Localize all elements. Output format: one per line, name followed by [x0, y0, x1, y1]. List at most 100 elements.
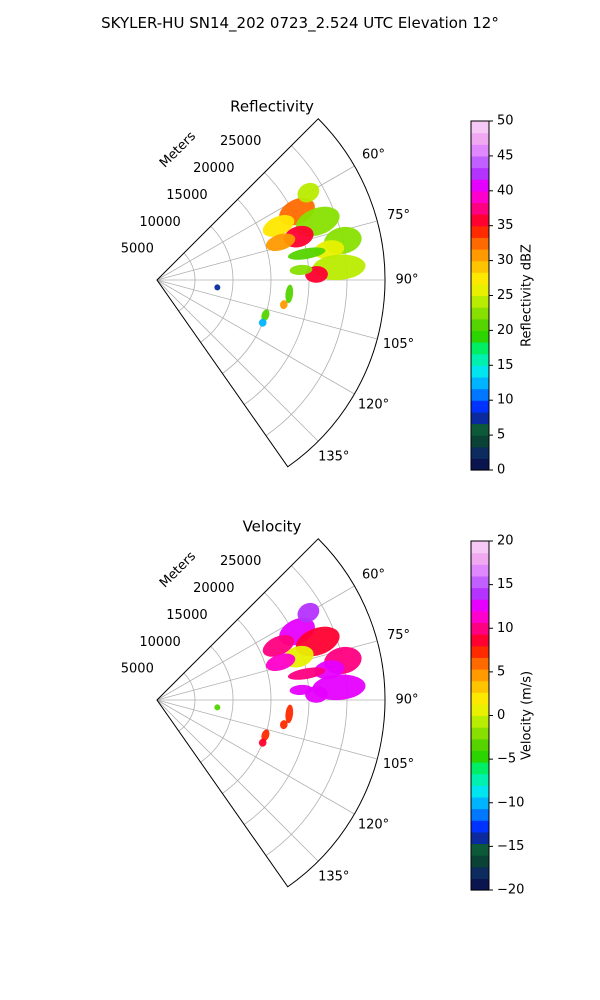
- colorbar-segment: [471, 400, 489, 413]
- colorbar-tick-label: −10: [497, 795, 524, 810]
- colorbar-tick-label: 30: [497, 253, 514, 268]
- theta-tick-label: 135°: [318, 449, 349, 464]
- colorbar-segment: [471, 878, 489, 891]
- colorbar-tick-label: 0: [497, 708, 505, 723]
- radial-gridline: [265, 565, 348, 856]
- radial-gridline: [200, 225, 234, 343]
- echo-cell: [285, 704, 294, 724]
- colorbar-segment: [471, 843, 489, 856]
- colorbar-tick-label: 10: [497, 621, 514, 636]
- colorbar-segment: [471, 727, 489, 740]
- echo-cell: [279, 720, 288, 730]
- radial-gridline: [222, 619, 272, 794]
- echo-cell: [258, 318, 267, 327]
- colorbar-segment: [471, 622, 489, 635]
- colorbar-segment: [471, 214, 489, 227]
- colorbar-segment: [471, 668, 489, 682]
- echo-cell: [261, 309, 270, 322]
- radial-tick-label: 5000: [121, 662, 154, 677]
- radial-tick-label: 20000: [193, 581, 234, 596]
- colorbar-segment: [471, 179, 489, 192]
- echo-cell: [265, 233, 296, 251]
- colorbar-segment: [471, 435, 489, 448]
- angular-gridline: [156, 279, 378, 340]
- angular-gridline: [156, 165, 355, 281]
- echo-cell: [297, 602, 320, 623]
- echo-cell: [258, 738, 267, 747]
- radial-tick-label: 15000: [166, 188, 207, 203]
- sector-outline: [156, 118, 386, 468]
- colorbar-segment: [471, 411, 489, 425]
- colorbar-segment: [471, 388, 489, 401]
- colorbar-tick-label: 20: [497, 323, 514, 338]
- colorbar-segment: [471, 692, 489, 705]
- colorbar-segment: [471, 167, 489, 180]
- radial-gridline: [243, 592, 310, 825]
- colorbar-segment: [471, 295, 489, 308]
- angular-gridline: [156, 699, 378, 760]
- velocity-panel: Velocity 60° 75° 90° 105° 120° 135° 5000 10000 15…: [121, 518, 535, 898]
- radial-tick-label: 25000: [220, 554, 261, 569]
- colorbar-segment: [471, 750, 489, 763]
- angular-gridline: [156, 699, 355, 815]
- echo-cell: [214, 284, 221, 291]
- echo-cell: [297, 182, 320, 203]
- colorbar-segment: [471, 552, 489, 565]
- colorbar-segment: [471, 458, 489, 471]
- angular-gridline: [156, 699, 319, 862]
- colorbar-segment: [471, 808, 489, 821]
- echo-cell: [214, 704, 221, 711]
- colorbar-tick-label: 5: [497, 664, 505, 679]
- theta-tick-label: 75°: [387, 208, 410, 223]
- colorbar-segment: [471, 190, 489, 204]
- colorbar-segment: [471, 796, 489, 810]
- colorbar-segment: [471, 237, 489, 250]
- colorbar-segment: [471, 376, 489, 390]
- colorbar-segment: [471, 260, 489, 273]
- colorbar-tick-label: 15: [497, 577, 514, 592]
- colorbar-label: Velocity (m/s): [520, 671, 535, 760]
- angular-gridline: [156, 585, 355, 701]
- colorbar-segment: [471, 831, 489, 845]
- echo-cell: [262, 215, 295, 237]
- colorbar-segment: [471, 785, 489, 798]
- radial-tick-label: 10000: [139, 635, 180, 650]
- colorbar-segment: [471, 342, 489, 355]
- colorbar-segment: [471, 155, 489, 169]
- colorbar-segment: [471, 773, 489, 786]
- colorbar-segment: [471, 225, 489, 238]
- radial-tick-label: 20000: [193, 161, 234, 176]
- colorbar-segment: [471, 564, 489, 577]
- colorbar-segment: [471, 634, 489, 647]
- colorbar-tick-label: 5: [497, 428, 505, 443]
- colorbar-segment: [471, 144, 489, 157]
- theta-tick-label: 120°: [358, 398, 389, 413]
- colorbar-segment: [471, 248, 489, 262]
- colorbar-segment: [471, 610, 489, 624]
- colorbar-segment: [471, 738, 489, 751]
- colorbar-tick-label: 45: [497, 148, 514, 163]
- radial-tick-label: 25000: [220, 134, 261, 149]
- colorbar-tick-label: −20: [497, 883, 524, 898]
- colorbar-segment: [471, 121, 489, 134]
- colorbar-segment: [471, 575, 489, 589]
- sector-outline: [156, 538, 386, 888]
- echo-cell: [279, 300, 288, 310]
- radial-gridline: [222, 199, 272, 374]
- colorbar-segment: [471, 353, 489, 366]
- panel-title: Velocity: [243, 518, 302, 536]
- colorbar-tick-label: 0: [497, 463, 505, 478]
- colorbar-tick-label: 20: [497, 534, 514, 549]
- colorbar-segment: [471, 657, 489, 670]
- theta-tick-label: 60°: [362, 148, 385, 163]
- echo-cell: [261, 729, 270, 742]
- angular-gridline: [156, 279, 355, 395]
- angular-gridline: [156, 279, 319, 442]
- colorbar-tick-label: 40: [497, 183, 514, 198]
- theta-tick-label: 105°: [383, 757, 414, 772]
- colorbar-segment: [471, 283, 489, 297]
- theta-tick-label: 105°: [383, 337, 414, 352]
- radial-tick-label: 10000: [139, 215, 180, 230]
- colorbar-segment: [471, 820, 489, 833]
